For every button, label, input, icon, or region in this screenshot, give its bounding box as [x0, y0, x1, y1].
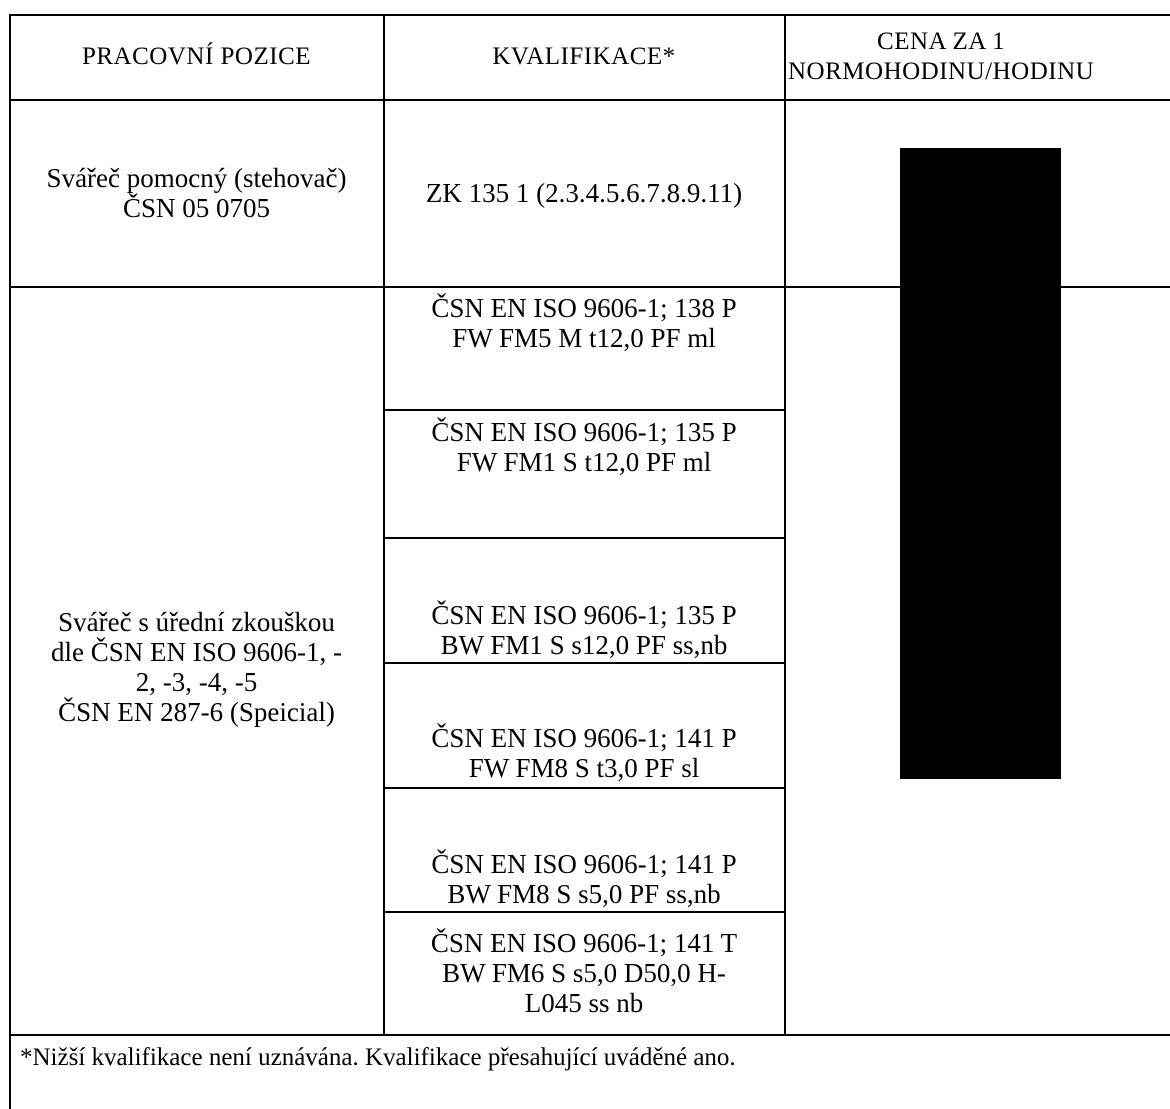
- qualification-cell: ČSN EN ISO 9606-1; 135 P BW FM1 S s12,0 …: [431, 600, 737, 660]
- footnote: *Nižší kvalifikace není uznávána. Kvalif…: [20, 1044, 736, 1071]
- header-qualification: KVALIFIKACE*: [492, 43, 676, 70]
- qualification-divider: [383, 911, 784, 913]
- qualification-cell: ČSN EN ISO 9606-1; 141 T BW FM6 S s5,0 D…: [430, 928, 738, 1018]
- table-border-top: [9, 14, 1170, 16]
- redacted-price: [900, 148, 1061, 779]
- header-position: PRACOVNÍ POZICE: [81, 43, 312, 70]
- header-divider: [9, 99, 1170, 101]
- table-border-left: [9, 14, 11, 1109]
- row-divider: [9, 286, 1170, 288]
- header-price: CENA ZA 1 NORMOHODINU/HODINU: [788, 28, 1095, 85]
- column-divider: [784, 14, 786, 1035]
- qualification-divider: [383, 409, 784, 411]
- qualification-cell: ČSN EN ISO 9606-1; 141 P BW FM8 S s5,0 P…: [431, 849, 737, 909]
- column-divider: [383, 14, 385, 1035]
- qualification-divider: [383, 662, 784, 664]
- qualification-divider: [383, 537, 784, 539]
- footnote-divider: [9, 1034, 1170, 1036]
- position-cell: Svářeč s úřední zkouškou dle ČSN EN ISO …: [51, 606, 342, 727]
- qualification-cell: ZK 135 1 (2.3.4.5.6.7.8.9.11): [425, 178, 743, 208]
- qualification-cell: ČSN EN ISO 9606-1; 141 P FW FM8 S t3,0 P…: [431, 723, 737, 783]
- qualification-cell: ČSN EN ISO 9606-1; 138 P FW FM5 M t12,0 …: [431, 293, 737, 353]
- position-cell: Svářeč pomocný (stehovač) ČSN 05 0705: [46, 163, 347, 223]
- qualification-divider: [383, 787, 784, 789]
- qualification-cell: ČSN EN ISO 9606-1; 135 P FW FM1 S t12,0 …: [431, 417, 737, 477]
